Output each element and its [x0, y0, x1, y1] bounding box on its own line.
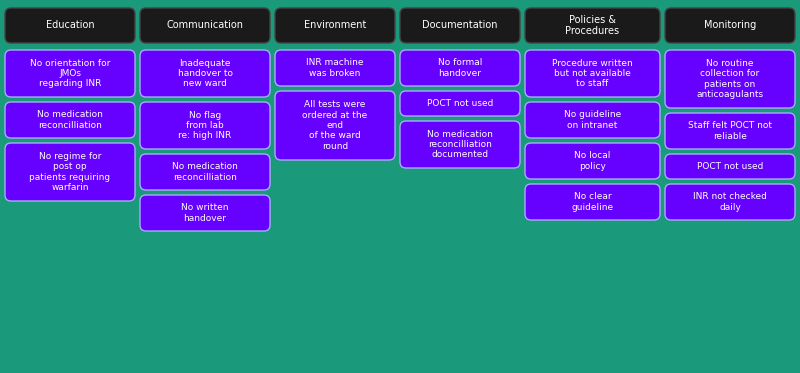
Text: INR not checked
daily: INR not checked daily	[693, 192, 767, 212]
Text: Inadequate
handover to
new ward: Inadequate handover to new ward	[178, 59, 233, 88]
Text: No medication
reconcilliation
documented: No medication reconcilliation documented	[427, 129, 493, 159]
Text: No medication
reconcilliation: No medication reconcilliation	[172, 162, 238, 182]
FancyBboxPatch shape	[400, 50, 520, 86]
Text: Procedure written
but not available
to staff: Procedure written but not available to s…	[552, 59, 633, 88]
Text: Staff felt POCT not
reliable: Staff felt POCT not reliable	[688, 121, 772, 141]
Text: All tests were
ordered at the
end
of the ward
round: All tests were ordered at the end of the…	[302, 100, 368, 151]
FancyBboxPatch shape	[400, 121, 520, 168]
Text: Documentation: Documentation	[422, 21, 498, 31]
FancyBboxPatch shape	[525, 8, 660, 43]
FancyBboxPatch shape	[665, 50, 795, 108]
Text: No flag
from lab
re: high INR: No flag from lab re: high INR	[178, 111, 232, 140]
Text: No orientation for
JMOs
regarding INR: No orientation for JMOs regarding INR	[30, 59, 110, 88]
FancyBboxPatch shape	[140, 102, 270, 149]
Text: No guideline
on intranet: No guideline on intranet	[564, 110, 621, 130]
Text: No medication
reconcilliation: No medication reconcilliation	[37, 110, 103, 130]
FancyBboxPatch shape	[525, 50, 660, 97]
Text: POCT not used: POCT not used	[697, 162, 763, 171]
FancyBboxPatch shape	[400, 8, 520, 43]
FancyBboxPatch shape	[525, 102, 660, 138]
FancyBboxPatch shape	[400, 91, 520, 116]
FancyBboxPatch shape	[140, 50, 270, 97]
Text: POCT not used: POCT not used	[427, 99, 493, 108]
Text: No routine
collection for
patients on
anticoagulants: No routine collection for patients on an…	[697, 59, 763, 99]
FancyBboxPatch shape	[140, 195, 270, 231]
Text: Education: Education	[46, 21, 94, 31]
FancyBboxPatch shape	[5, 102, 135, 138]
Text: Policies &
Procedures: Policies & Procedures	[566, 15, 619, 36]
FancyBboxPatch shape	[275, 8, 395, 43]
FancyBboxPatch shape	[140, 154, 270, 190]
Text: Environment: Environment	[304, 21, 366, 31]
Text: No written
handover: No written handover	[182, 203, 229, 223]
Text: No formal
handover: No formal handover	[438, 58, 482, 78]
Text: INR machine
was broken: INR machine was broken	[306, 58, 364, 78]
FancyBboxPatch shape	[665, 154, 795, 179]
FancyBboxPatch shape	[5, 50, 135, 97]
FancyBboxPatch shape	[665, 8, 795, 43]
FancyBboxPatch shape	[525, 184, 660, 220]
Text: No regime for
post op
patients requiring
warfarin: No regime for post op patients requiring…	[30, 152, 110, 192]
FancyBboxPatch shape	[525, 143, 660, 179]
FancyBboxPatch shape	[5, 143, 135, 201]
FancyBboxPatch shape	[275, 50, 395, 86]
FancyBboxPatch shape	[275, 91, 395, 160]
FancyBboxPatch shape	[140, 8, 270, 43]
Text: Monitoring: Monitoring	[704, 21, 756, 31]
FancyBboxPatch shape	[665, 184, 795, 220]
Text: Communication: Communication	[166, 21, 243, 31]
FancyBboxPatch shape	[5, 8, 135, 43]
FancyBboxPatch shape	[665, 113, 795, 149]
Text: No local
policy: No local policy	[574, 151, 610, 171]
Text: No clear
guideline: No clear guideline	[571, 192, 614, 212]
